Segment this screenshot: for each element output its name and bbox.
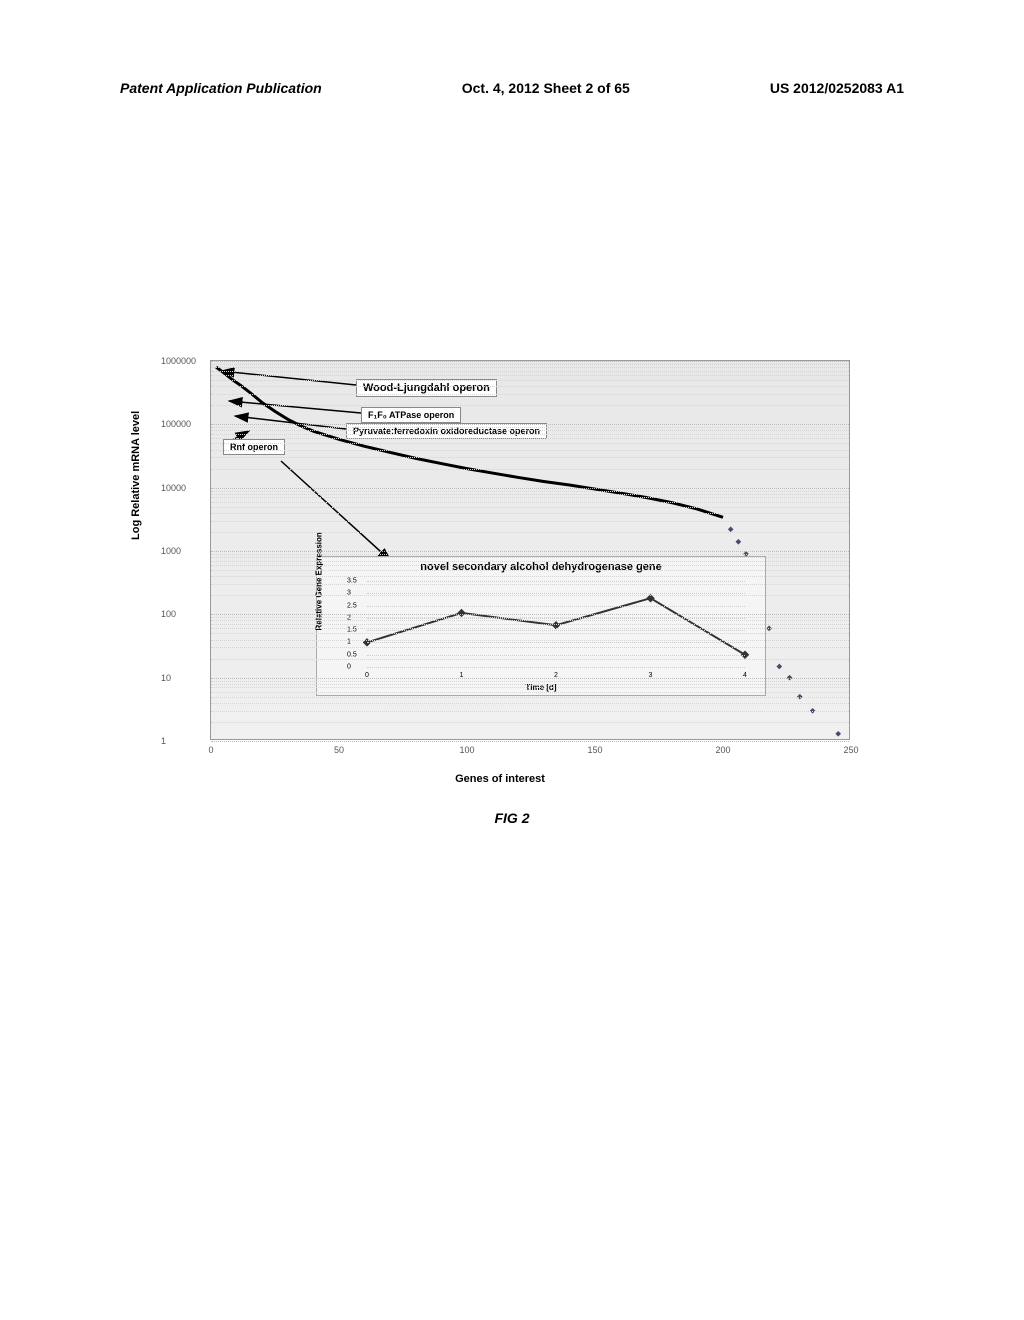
x-tick-label: 100 xyxy=(459,745,474,755)
inset-y-axis-label: Relative Gene Expression xyxy=(315,532,324,630)
chart-plot-area: Wood-Ljungdahl operon F₁F₀ ATPase operon… xyxy=(210,360,850,740)
callout-rnf: Rnf operon xyxy=(223,439,285,455)
x-tick-label: 50 xyxy=(334,745,344,755)
inset-title: novel secondary alcohol dehydrogenase ge… xyxy=(317,561,765,573)
header-right: US 2012/0252083 A1 xyxy=(770,80,904,96)
header-middle: Oct. 4, 2012 Sheet 2 of 65 xyxy=(462,80,630,96)
y-tick-label: 100 xyxy=(161,609,176,619)
x-axis-label: Genes of interest xyxy=(455,773,545,785)
callout-atpase: F₁F₀ ATPase operon xyxy=(361,407,461,423)
figure-caption: FIG 2 xyxy=(0,810,1024,826)
y-tick-label: 100000 xyxy=(161,419,191,429)
y-tick-label: 1 xyxy=(161,736,166,746)
y-tick-label: 1000000 xyxy=(161,356,196,366)
y-tick-label: 10000 xyxy=(161,483,186,493)
inset-y-tick-label: 2.5 xyxy=(347,602,357,609)
inset-y-tick-label: 0 xyxy=(347,664,351,671)
y-tick-label: 1000 xyxy=(161,546,181,556)
header-left: Patent Application Publication xyxy=(120,80,322,96)
x-tick-label: 0 xyxy=(208,745,213,755)
inset-y-tick-label: 0.5 xyxy=(347,651,357,658)
x-tick-label: 200 xyxy=(715,745,730,755)
x-tick-label: 150 xyxy=(587,745,602,755)
y-axis-label: Log Relative mRNA level xyxy=(130,411,142,540)
x-tick-label: 250 xyxy=(843,745,858,755)
page-header: Patent Application Publication Oct. 4, 2… xyxy=(0,80,1024,96)
y-tick-label: 10 xyxy=(161,673,171,683)
main-chart: Log Relative mRNA level Wood-Ljungdahl o… xyxy=(140,350,860,780)
